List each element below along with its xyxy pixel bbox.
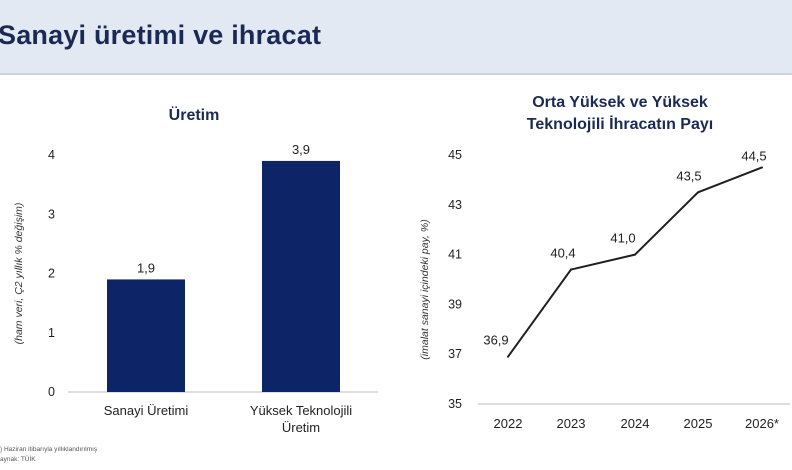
x-tick-label: 2024 [621,416,650,431]
y-axis-label: (ham veri, Ç2 yıllık % değişim) [13,203,25,345]
data-point [507,355,509,358]
data-label: 36,9 [483,333,508,348]
line-chart-title: Teknolojili İhracatın Payı [527,115,713,133]
y-tick-label: 0 [48,385,55,399]
y-tick-label: 39 [448,297,462,311]
x-tick-label: 2026* [745,416,779,431]
data-point [697,191,699,194]
data-point [761,166,763,169]
x-tick-label: 2023 [557,416,586,431]
y-tick-label: 37 [448,347,462,361]
bar [107,279,185,392]
bar-chart-title: Üretim [169,105,220,124]
y-axis-label: (imalat sanayi içindeki pay, %) [419,219,431,359]
line-chart-title: Orta Yüksek ve Yüksek [532,94,708,111]
category-label: Üretim [282,420,320,435]
y-tick-label: 43 [448,198,462,212]
category-label: Yüksek Teknolojili [250,403,352,418]
y-tick-label: 41 [448,248,462,262]
y-tick-label: 3 [48,207,55,221]
category-label: Sanayi Üretimi [104,403,189,418]
footnote-source: aynak: TÜİK [0,456,36,463]
data-point [634,253,636,256]
page-header: Sanayi üretimi ve ihracat [0,0,792,75]
data-label: 41,0 [610,231,635,246]
y-tick-label: 2 [48,267,55,281]
bar [262,160,340,392]
bar-chart: Üretim 0 1 2 3 4 (ham veri, Ç2 yıllık % değişi… [13,105,378,435]
y-tick-label: 35 [448,397,462,411]
data-point [570,268,572,271]
y-tick-label: 1 [48,326,55,340]
x-tick-label: 2025 [684,416,713,431]
line-chart: Orta Yüksek ve Yüksek Teknolojili İhracat… [419,94,790,431]
data-label: 3,9 [292,142,310,157]
page-title: Sanayi üretimi ve ihracat [0,20,322,50]
data-label: 40,4 [550,246,575,261]
y-tick-label: 45 [448,148,462,162]
x-tick-label: 2022 [494,416,523,431]
series-line [507,166,763,358]
data-label: 44,5 [741,148,766,163]
footnote-annualized: ) Haziran itibarıyla yıllıklandırılmış [0,446,98,453]
data-label: 43,5 [676,168,701,183]
data-label: 1,9 [137,260,155,275]
y-tick-label: 4 [48,148,55,162]
